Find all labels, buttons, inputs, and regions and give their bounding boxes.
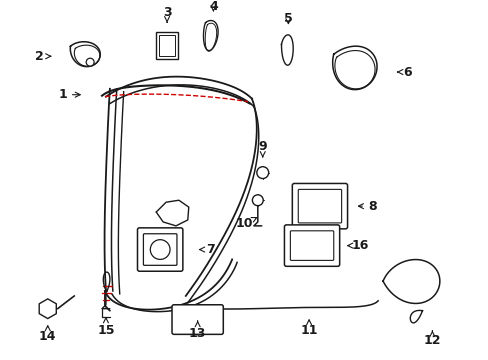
- FancyBboxPatch shape: [284, 225, 339, 266]
- FancyBboxPatch shape: [143, 234, 177, 265]
- Text: 8: 8: [358, 200, 376, 213]
- FancyBboxPatch shape: [137, 228, 183, 271]
- FancyBboxPatch shape: [159, 35, 175, 56]
- Text: 7: 7: [199, 243, 214, 256]
- Text: 4: 4: [209, 0, 217, 13]
- FancyBboxPatch shape: [156, 32, 178, 59]
- Circle shape: [86, 58, 94, 66]
- FancyBboxPatch shape: [290, 231, 333, 260]
- Text: 2: 2: [36, 50, 51, 63]
- Circle shape: [252, 195, 263, 206]
- Text: 3: 3: [163, 6, 171, 22]
- Text: 6: 6: [397, 66, 411, 78]
- Text: 13: 13: [188, 321, 206, 340]
- Text: 9: 9: [258, 140, 266, 157]
- Text: 1: 1: [58, 88, 80, 101]
- Text: 14: 14: [39, 326, 57, 343]
- Polygon shape: [39, 299, 56, 319]
- Text: 12: 12: [423, 331, 440, 347]
- Text: 15: 15: [97, 318, 115, 337]
- Text: 11: 11: [300, 320, 317, 337]
- FancyBboxPatch shape: [172, 305, 223, 334]
- Circle shape: [150, 240, 170, 260]
- FancyBboxPatch shape: [298, 189, 341, 223]
- Text: 16: 16: [347, 239, 368, 252]
- FancyBboxPatch shape: [292, 184, 347, 229]
- Text: 10: 10: [235, 217, 256, 230]
- Circle shape: [256, 167, 268, 179]
- Text: 5: 5: [284, 12, 292, 25]
